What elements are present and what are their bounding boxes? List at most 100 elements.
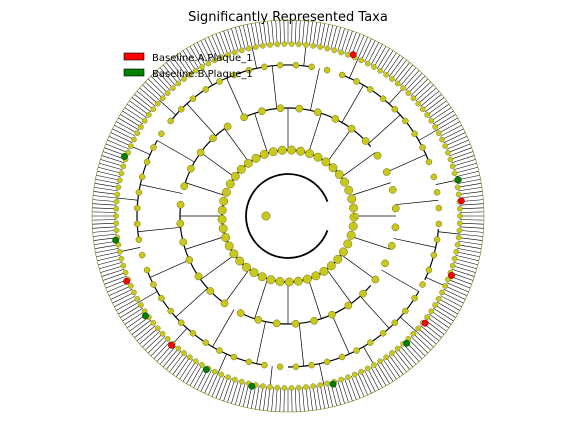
leaf-branch [271, 387, 274, 412]
taxon-node [138, 251, 146, 259]
leaf-branch [108, 285, 131, 296]
leaf-branch [373, 364, 387, 386]
leaf-branch [147, 78, 166, 96]
taxon-node [217, 205, 227, 215]
taxon-node [303, 384, 309, 390]
significant-node-b [121, 153, 128, 160]
taxon-node [308, 63, 315, 71]
leaf-branch [98, 258, 122, 266]
leaf-branch [238, 26, 246, 50]
leaf-branch [215, 375, 225, 399]
taxon-node [439, 289, 445, 296]
taxon-node [199, 362, 205, 368]
taxon-node [344, 301, 353, 310]
taxon-node [260, 383, 266, 389]
leaf-branch [451, 155, 475, 164]
taxon-node [251, 153, 261, 163]
leaf-branch [97, 170, 121, 177]
taxon-node [252, 44, 259, 50]
leaf-branch [193, 44, 206, 66]
leaf-branch [454, 166, 478, 174]
leaf-branch [231, 28, 239, 52]
taxon-node [272, 319, 281, 328]
taxon-node [254, 315, 263, 324]
taxon-node [113, 205, 119, 212]
significant-node-a [123, 277, 131, 285]
taxon-node [167, 117, 174, 125]
taxon-node [131, 289, 137, 296]
taxon-node [150, 144, 157, 151]
leaf-branch [382, 359, 397, 380]
leaf-branch [458, 237, 483, 241]
taxon-node [347, 194, 357, 204]
legend-label-a: Baseline.A.Plaque_1 [152, 53, 253, 64]
leaf-branch [447, 143, 471, 153]
leaf-branch [126, 103, 147, 119]
taxon-node [377, 358, 383, 365]
leaf-branch [400, 346, 417, 365]
taxon-node [138, 302, 144, 308]
leaf-branch [415, 330, 434, 348]
leaf-branch [116, 121, 138, 134]
leaf-branch [436, 301, 458, 315]
leaf-branch [413, 81, 432, 99]
taxon-node [159, 95, 166, 102]
clade-branch [360, 296, 390, 329]
clade-branch [381, 269, 419, 292]
leaf-branch [107, 139, 130, 150]
leaf-branch [172, 354, 188, 375]
clade-branch [368, 114, 401, 144]
leaf-branch [420, 90, 440, 107]
taxon-node [340, 177, 350, 187]
taxon-node [281, 385, 288, 391]
taxon-node [451, 255, 458, 262]
leaf-branch [116, 298, 138, 311]
leaf-branch [129, 100, 150, 116]
taxon-node [116, 177, 123, 184]
clade-branch [393, 238, 436, 248]
leaf-branch [458, 187, 482, 192]
taxon-node [391, 105, 399, 113]
taxon-node [205, 60, 212, 67]
leaf-branch [291, 387, 293, 412]
leaf-branch [92, 211, 117, 213]
leaf-branch [408, 75, 426, 94]
taxon-node [274, 384, 281, 391]
leaf-branch [227, 29, 236, 53]
taxon-node [257, 272, 267, 282]
leaf-branch [263, 21, 267, 46]
leaf-branch [189, 364, 203, 386]
leaf-branch [443, 288, 466, 300]
taxon-node [455, 191, 462, 198]
leaf-branch [443, 132, 466, 144]
leaf-branch [413, 333, 432, 351]
taxon-node [236, 164, 246, 174]
taxon-node [236, 309, 245, 317]
leaf-branch [373, 46, 387, 68]
leaf-branch [449, 147, 472, 157]
clade-branch [159, 100, 177, 116]
taxon-node [194, 272, 203, 281]
taxon-node [310, 383, 316, 389]
taxon-node [218, 371, 225, 378]
leaf-branch [267, 387, 271, 411]
taxon-node [113, 198, 120, 205]
leaf-branch [452, 159, 476, 167]
taxon-node [128, 283, 134, 289]
taxon-node [146, 112, 152, 118]
leaf-branch [382, 52, 397, 73]
leaf-branch [294, 387, 297, 412]
significant-node-b [403, 339, 411, 347]
root-node [261, 211, 271, 221]
taxon-node [425, 266, 433, 274]
taxon-node [235, 256, 245, 266]
leaf-branch [186, 48, 200, 70]
leaf-branch [227, 379, 236, 403]
leaf-branch [323, 24, 330, 48]
taxon-node [277, 145, 287, 155]
leaf-branch [92, 219, 117, 221]
clade-branch [349, 58, 359, 79]
leaf-branch [92, 230, 117, 233]
taxon-node [245, 45, 252, 52]
leaf-branch [159, 67, 176, 86]
